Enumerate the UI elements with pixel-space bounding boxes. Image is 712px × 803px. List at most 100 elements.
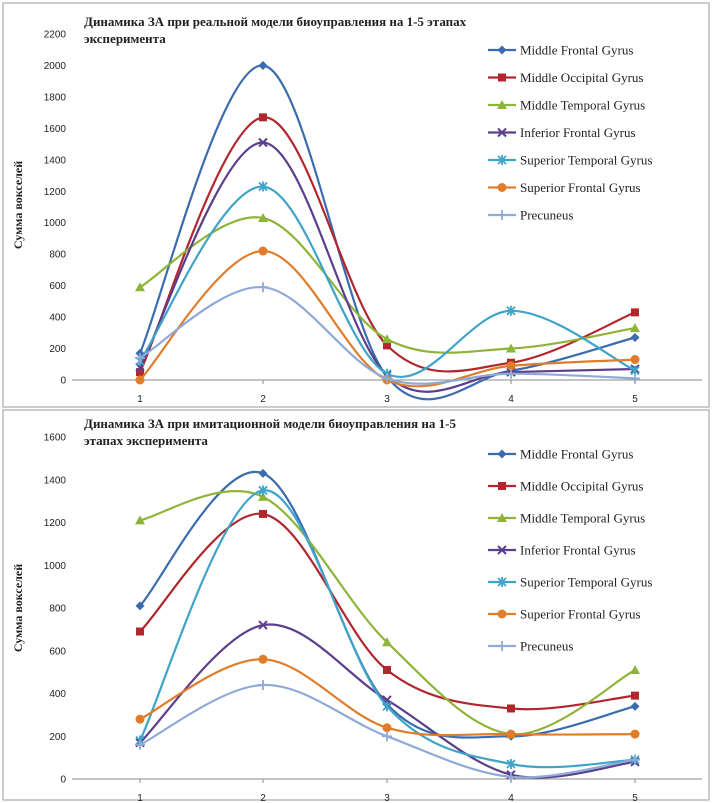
chart-1-data-point (382, 334, 392, 344)
chart-2-data-point (259, 509, 267, 518)
chart-1-legend-label: Superior Frontal Gyrus (520, 180, 641, 195)
chart-2-title-line-2: этапах эксперимента (84, 433, 208, 448)
chart-2-y-tick-label: 1400 (44, 475, 67, 486)
chart-1-legend-marker (497, 183, 507, 192)
chart-2-legend-label: Superior Frontal Gyrus (520, 607, 641, 622)
chart-2-legend-label: Inferior Frontal Gyrus (520, 543, 636, 558)
chart-frame-1 (2, 2, 710, 408)
chart-2-series-line-5 (139, 489, 636, 769)
chart-2-y-tick-label: 0 (60, 775, 66, 786)
chart-2-data-point (136, 627, 144, 636)
chart-2-plot-area: 0 200 400 600 800 1000 1200 1400 1600 1 2 3 4 5 Middle… (44, 433, 702, 803)
chart-1-data-point (135, 282, 145, 292)
chart-2-legend-label: Superior Temporal Gyrus (520, 575, 652, 590)
chart-1-data-point (383, 341, 391, 350)
chart-2-legend-marker (498, 482, 506, 490)
chart-1-title-line-1: Динамика ЗА при реальной модели биоуправ… (84, 14, 467, 29)
chart-2-data-point (258, 468, 268, 478)
chart-2-y-tick-label: 400 (49, 689, 66, 700)
chart-1-data-point (135, 352, 145, 363)
chart-1-data-point (630, 373, 640, 384)
chart-1-data-point (258, 60, 268, 70)
chart-1-legend-label: Inferior Frontal Gyrus (520, 125, 636, 140)
chart-2-data-point (631, 691, 639, 700)
chart-1-legend-marker (498, 73, 506, 82)
chart-1-data-point (258, 282, 268, 293)
chart-1-data-point (382, 373, 392, 384)
chart-1-x-tick-label: 3 (384, 394, 390, 405)
chart-2-y-tick-label: 800 (49, 604, 66, 615)
chart-2-legend-marker (497, 577, 507, 587)
chart-2-legend-marker (497, 545, 507, 555)
chart-1-y-axis-title: Сумма вокселей (11, 161, 25, 249)
chart-1-data-point (258, 181, 268, 192)
chart-2-data-point (630, 664, 640, 674)
chart-2-y-axis-title: Сумма вокселей (11, 564, 25, 652)
chart-1-data-point (258, 213, 268, 223)
chart-2-data-point (135, 601, 145, 611)
chart-2-x-tick-label: 1 (137, 793, 143, 803)
chart-2-data-point (382, 701, 392, 712)
chart-2-x-tick-label: 3 (384, 793, 390, 803)
chart-1-y-tick-label: 200 (49, 344, 66, 355)
chart-1-legend-label: Precuneus (520, 208, 573, 223)
chart-1-series-line-3 (139, 216, 636, 354)
chart-2-data-point (630, 701, 640, 711)
chart-2-y-tick-label: 600 (49, 646, 66, 657)
chart-2-data-point (506, 759, 516, 770)
chart-1-y-tick-label: 1400 (44, 155, 67, 166)
chart-2-legend-marker (497, 449, 507, 459)
chart-1-data-point (506, 368, 516, 379)
chart-2-legend-marker (497, 641, 507, 651)
chart-1-series-line-1 (138, 64, 636, 401)
chart-1-legend-label: Middle Frontal Gyrus (520, 43, 633, 58)
chart-1-y-tick-label: 600 (49, 281, 66, 292)
chart-1-y-tick-label: 0 (60, 376, 66, 387)
chart-2-data-point (258, 491, 268, 501)
chart-2-data-point (630, 754, 640, 765)
chart-1-data-point (506, 305, 516, 316)
chart-2-data-point (506, 771, 516, 782)
chart-1-data-point (506, 361, 516, 371)
chart-1-series-line-2 (139, 116, 636, 373)
chart-1-y-tick-label: 2000 (44, 61, 67, 72)
chart-1-x-tick-label: 4 (508, 394, 514, 405)
chart-2-x-tick-label: 4 (508, 793, 514, 803)
chart-2-data-point (382, 637, 392, 647)
chart-1-data-point (506, 343, 516, 353)
chart-2-legend-label: Precuneus (520, 639, 573, 654)
chart-1-legend-marker (497, 127, 507, 138)
chart-2-y-tick-label: 1000 (44, 561, 67, 572)
chart-1-y-tick-label: 1000 (44, 218, 67, 229)
chart-1-data-point (136, 368, 144, 377)
chart-2-data-point (135, 714, 145, 724)
chart-1-x-tick-label: 1 (137, 394, 143, 405)
chart-2-data-point (630, 729, 640, 739)
chart-1-x-tick-label: 5 (632, 394, 638, 405)
chart-2-y-tick-label: 200 (49, 732, 66, 743)
chart-2-data-point (383, 665, 391, 674)
chart-1-data-point (630, 355, 640, 365)
chart-2-y-tick-label: 1600 (44, 433, 67, 444)
chart-2-y-tick-label: 1200 (44, 518, 67, 529)
chart-1-legend-marker (497, 210, 507, 220)
chart-1-y-tick-label: 800 (49, 250, 66, 261)
chart-1-y-tick-label: 1200 (44, 187, 67, 198)
chart-1-data-point (259, 113, 267, 122)
chart-2-legend-label: Middle Temporal Gyrus (520, 511, 645, 526)
chart-1-data-point (135, 375, 145, 385)
chart-1-legend-label: Superior Temporal Gyrus (520, 153, 652, 168)
chart-1-legend-label: Middle Temporal Gyrus (520, 98, 645, 113)
chart-1-y-tick-label: 2200 (44, 30, 67, 41)
chart-1-legend-label: Middle Occipital Gyrus (520, 70, 643, 85)
chart-1-legend-marker (497, 45, 507, 55)
chart-1-y-tick-label: 1600 (44, 124, 67, 135)
chart-2-data-point (135, 515, 145, 525)
chart-2-data-point (382, 731, 392, 742)
chart-1-x-tick-label: 2 (260, 394, 266, 405)
chart-2-data-point (258, 654, 268, 664)
chart-1-y-tick-label: 1800 (44, 92, 67, 103)
chart-2-data-point (507, 704, 515, 713)
chart-2-legend-marker (497, 609, 507, 619)
